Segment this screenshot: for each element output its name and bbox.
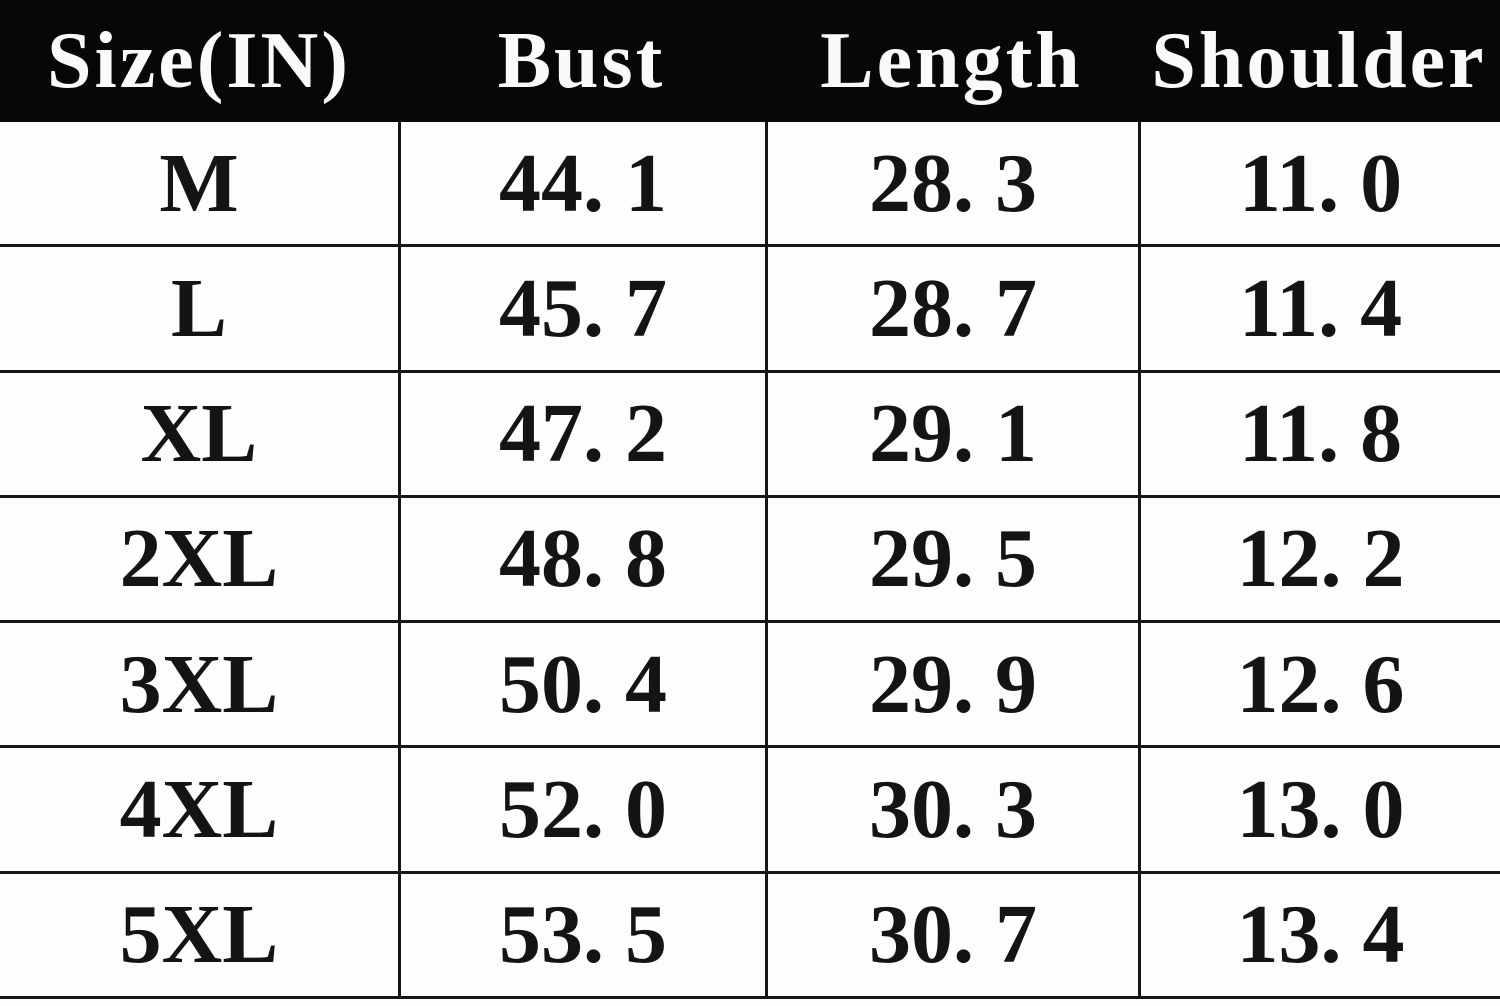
- cell-size: M: [159, 136, 239, 230]
- table-header-row: Size(IN) Bust Length Shoulder: [0, 0, 1500, 122]
- header-shoulder: Shoulder: [1151, 16, 1487, 105]
- cell-length: 28. 3: [765, 122, 1138, 245]
- header-length: Length: [820, 16, 1083, 105]
- cell-bust: 53. 5: [398, 873, 765, 996]
- cell-shoulder: 13. 0: [1138, 748, 1500, 871]
- cell-shoulder: 12. 6: [1138, 623, 1500, 746]
- cell-shoulder: 11. 0: [1138, 122, 1500, 245]
- cell-length: 30. 7: [765, 873, 1138, 996]
- cell-bust: 47. 2: [398, 372, 765, 495]
- cell-length: 29. 5: [765, 497, 1138, 621]
- table-row: L 45. 7 28. 7 11. 4: [0, 247, 1500, 373]
- cell-bust: 48. 8: [398, 497, 765, 621]
- cell-shoulder: 11. 4: [1138, 247, 1500, 370]
- table-row: 3XL 50. 4 29. 9 12. 6: [0, 623, 1500, 749]
- cell-size: 2XL: [119, 512, 279, 606]
- cell-length: 29. 9: [765, 623, 1138, 746]
- table-row: M 44. 1 28. 3 11. 0: [0, 122, 1500, 248]
- cell-bust: 44. 1: [398, 122, 765, 245]
- header-size: Size(IN): [47, 16, 351, 105]
- cell-bust: 50. 4: [398, 623, 765, 746]
- cell-length: 28. 7: [765, 247, 1138, 370]
- cell-size: 4XL: [119, 763, 279, 857]
- cell-bust: 52. 0: [398, 748, 765, 871]
- cell-size: 3XL: [119, 637, 279, 731]
- cell-shoulder: 13. 4: [1138, 873, 1500, 996]
- cell-size: XL: [140, 387, 258, 481]
- cell-length: 30. 3: [765, 748, 1138, 871]
- table-body: M 44. 1 28. 3 11. 0 L 45. 7 28. 7 11. 4 …: [0, 122, 1500, 999]
- table-row: 5XL 53. 5 30. 7 13. 4: [0, 873, 1500, 999]
- cell-size: 5XL: [119, 888, 279, 982]
- header-bust: Bust: [497, 16, 666, 105]
- table-row: 2XL 48. 8 29. 5 12. 2: [0, 497, 1500, 624]
- table-row: 4XL 52. 0 30. 3 13. 0: [0, 748, 1500, 874]
- cell-size: L: [170, 261, 228, 355]
- cell-shoulder: 12. 2: [1138, 497, 1500, 621]
- cell-bust: 45. 7: [398, 247, 765, 370]
- cell-length: 29. 1: [765, 372, 1138, 495]
- table-row: XL 47. 2 29. 1 11. 8: [0, 372, 1500, 498]
- cell-shoulder: 11. 8: [1138, 372, 1500, 495]
